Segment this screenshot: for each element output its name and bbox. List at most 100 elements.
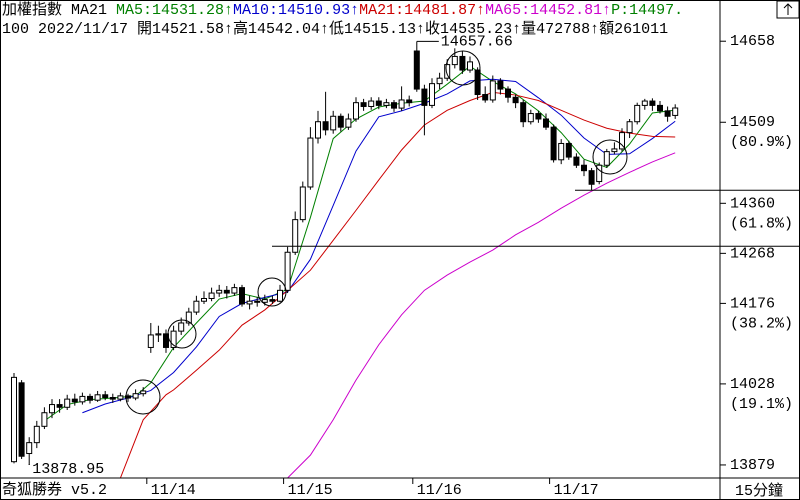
x-tick-label: 11/15 [288,482,333,499]
candle-body [360,102,367,107]
candle-body [641,100,648,106]
candle-body [406,99,413,104]
x-tick-label: 11/16 [417,482,462,499]
candle-body [558,142,565,161]
candle-body [254,300,261,303]
circle [167,319,197,349]
fib-label: (38.2%) [730,315,793,332]
ma-line [82,78,676,414]
candle-body [375,100,382,106]
candle-body [26,442,33,455]
candle-body [619,132,625,150]
header-segment: MA10:14510.93↑ [233,2,359,19]
candle-body [649,100,656,106]
y-tick-label: 13879 [730,457,775,474]
candle-body [527,113,534,123]
candle-body [163,333,169,348]
highlight-circles [125,50,628,415]
header-segment: MA21:14481.87↑ [359,2,485,19]
candle-body [596,164,603,183]
candle-body [246,300,253,305]
candle-body [11,376,17,463]
y-tick-label: 14360 [730,195,775,212]
y-tick-label: 14658 [730,33,775,50]
candle-body [573,156,580,166]
candle-body [657,104,663,112]
fib-label: (61.8%) [730,215,793,232]
candle-body [125,395,131,399]
high-label: 14657.66 [441,33,513,50]
circle [257,277,287,307]
header-segment: MA65:14452.81↑ [485,2,611,19]
candle-body [193,300,200,313]
candle-body [71,398,78,403]
candle-body [391,102,397,109]
circle [125,379,161,415]
y-tick-label: 14268 [730,245,775,262]
candle-body [140,390,147,395]
candle-body [550,126,557,161]
candle-body [603,151,610,166]
header-segment: 加權指數 MA21 [2,1,116,19]
candle-body [497,80,504,90]
candle-body [672,107,679,116]
button-arrow [783,3,793,15]
y-tick-label: 14176 [730,295,775,312]
candle-body [436,77,443,85]
candle-body [429,83,435,106]
candle-body [49,404,55,414]
candle-body [330,115,337,131]
candle-body [505,88,511,98]
candle-body [132,393,139,399]
candle-body [383,102,390,106]
candle-body [299,186,306,221]
low-label: 13878.95 [32,461,104,478]
candle-body [223,289,230,294]
candle-body [543,118,549,128]
candle-body [444,64,451,79]
candle-body [155,333,162,336]
candle-body [634,104,641,123]
y-tick-label: 14509 [730,114,775,131]
candle-body [231,287,238,294]
candle-body [277,289,283,302]
candle-body [102,394,109,398]
y-tick-label: 14028 [730,376,775,393]
header-segment: P:14497. [611,2,683,19]
candle-body [337,115,344,128]
candle-body [284,251,291,291]
plot-area [11,41,679,478]
candle-body [208,292,215,299]
candle-body [413,50,420,90]
footer-left: 奇狐勝券 v5.2 [2,481,107,499]
candle-body [451,55,458,66]
candle-body [87,395,93,401]
candle-body [565,142,572,158]
candle-body [269,299,276,302]
candle-body [147,334,154,348]
candle-body [588,170,595,185]
candle-body [535,113,542,120]
candle-body [322,121,329,131]
candle-body [41,412,48,427]
candle-body [474,69,481,96]
footer-right: 15分鐘 [735,482,783,500]
candle-body [117,395,124,400]
candle-body [201,297,207,302]
candle-body [170,330,177,348]
ma-line [287,152,676,478]
candle-body [611,148,618,153]
scroll-button[interactable] [776,0,800,19]
x-tick-label: 11/17 [554,482,599,499]
circle [445,50,481,86]
candle-body [185,311,192,324]
candle-body [18,382,25,457]
candle-body [178,322,185,332]
candle-body [345,118,352,128]
candle-body [315,121,321,139]
candle-body [109,396,116,400]
circle [592,139,628,175]
candle-body [398,99,405,109]
